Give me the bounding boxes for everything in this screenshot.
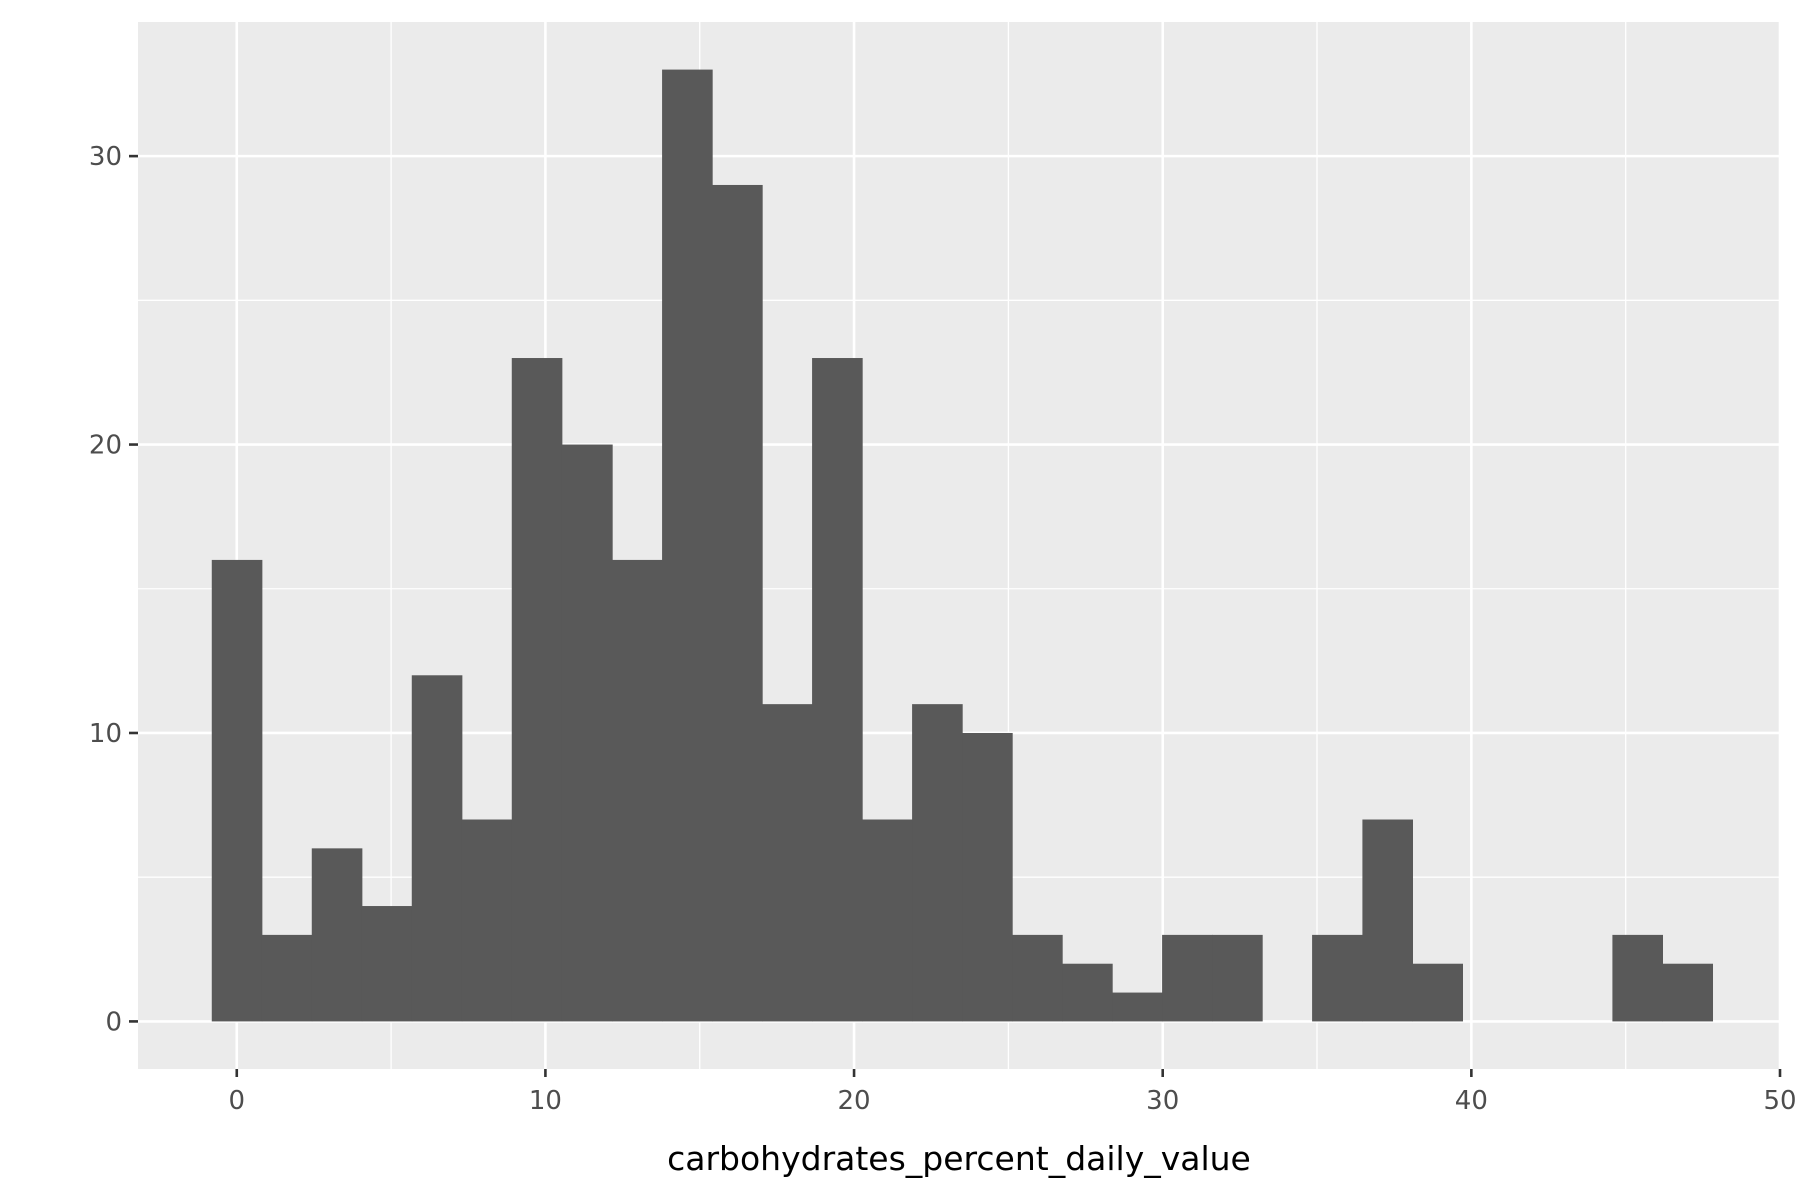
histogram-bar (1362, 819, 1413, 1022)
x-tick-label: 30 (1146, 1086, 1179, 1116)
x-tick-label: 40 (1455, 1086, 1488, 1116)
histogram-bar (812, 358, 863, 1022)
histogram-bar (862, 819, 913, 1022)
x-tick-label: 10 (529, 1086, 562, 1116)
histogram-bar (1412, 963, 1463, 1022)
histogram-bar (1062, 963, 1113, 1022)
histogram-bar (912, 704, 963, 1022)
histogram-bar (311, 848, 363, 1022)
histogram-bar (712, 184, 763, 1022)
histogram-bars (211, 69, 1714, 1022)
histogram-bar (261, 934, 313, 1022)
histogram-bar (1662, 963, 1714, 1022)
histogram-bar (211, 559, 263, 1022)
histogram-bar (1312, 934, 1363, 1022)
histogram-bar (1612, 934, 1663, 1022)
histogram-bar (762, 704, 813, 1022)
x-tick-label: 20 (838, 1086, 871, 1116)
histogram-bar (612, 559, 663, 1022)
x-tick-label: 0 (228, 1086, 245, 1116)
y-tick-label: 30 (89, 142, 122, 172)
x-tick-label: 50 (1763, 1086, 1796, 1116)
x-axis: 0 10 20 30 40 50 (228, 1069, 1797, 1116)
histogram-bar (361, 906, 413, 1022)
histogram-bar (1162, 934, 1213, 1022)
x-axis-title: carbohydrates_percent_daily_value (667, 1139, 1251, 1178)
histogram-bar (1012, 934, 1063, 1022)
histogram-bar (461, 819, 513, 1022)
y-tick-label: 20 (89, 431, 122, 461)
histogram-bar (411, 675, 463, 1022)
histogram-bar (662, 69, 713, 1022)
histogram-bar (962, 732, 1013, 1022)
y-tick-label: 0 (105, 1007, 122, 1037)
histogram-bar (511, 358, 563, 1022)
y-tick-label: 10 (89, 719, 122, 749)
histogram-bar (1212, 934, 1263, 1022)
histogram-bar (561, 444, 613, 1022)
y-axis: 0 10 20 30 (89, 142, 138, 1037)
histogram-bar (1112, 992, 1163, 1022)
